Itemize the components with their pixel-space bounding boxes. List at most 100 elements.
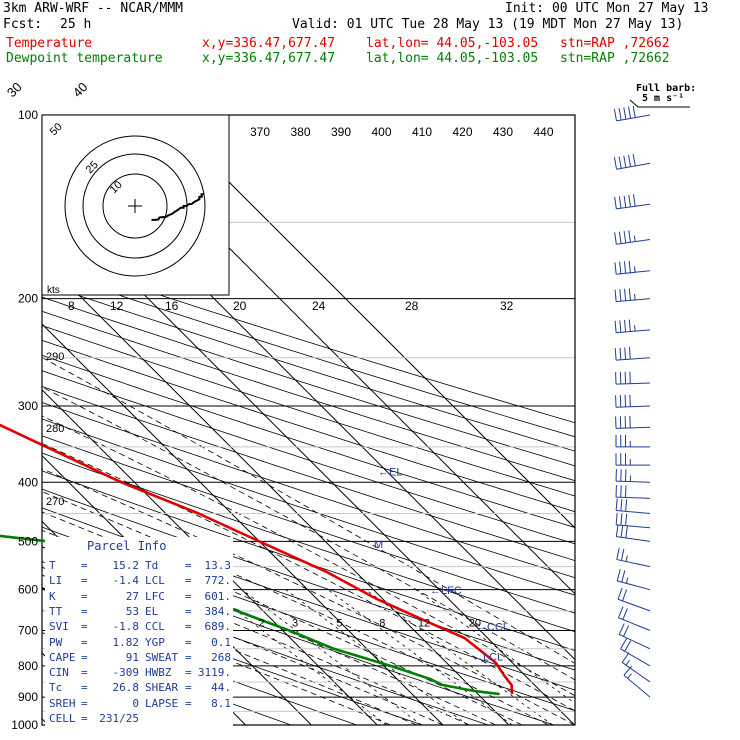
wind-barb [618,606,651,631]
parcel-info-title: Parcel Info [87,539,167,553]
isotherm-line [161,115,575,529]
wind-barb-feather [618,231,622,244]
wind-barb [615,434,650,448]
dry-adiabat-line [42,256,575,424]
legend-temperature-latlon: lat,lon= 44.05,-103.05 [366,36,539,51]
parcel-eq: = [81,696,88,710]
parcel-eq: = [185,681,192,695]
legend-temperature-xy: x,y=336.47,677.47 [202,36,336,51]
pressure-tick-label: 900 [18,690,38,704]
moist-adiabat-line [42,443,575,712]
dry-adiabat-line [42,282,575,452]
parcel-eq: = [81,712,88,725]
moist-adiabat-line [42,468,575,725]
isotherm-line [42,389,378,725]
pressure-tick-label: 700 [18,624,38,638]
parcel-eq: = [185,666,192,680]
wind-barb-feather [617,587,623,600]
pressure-tick-label: 200 [18,292,38,306]
wind-barb-staff [616,405,651,408]
wind-barb [615,485,651,499]
wind-barb-staff [617,580,651,591]
parcel-label: CIN [49,666,69,680]
wind-barb-feather [618,196,622,209]
parcel-label: SHEAR [145,681,179,695]
wind-barb [613,105,651,122]
parcel-label: SVI [49,620,69,634]
wind-barb-feather [624,319,627,333]
theta-w-label: 8 [68,299,75,313]
wind-barb-feather [624,347,627,360]
moist-adiabat-line [42,415,575,697]
wind-barb-staff [616,298,651,303]
parcel-eq: = [81,559,88,572]
wind-barb-feather [619,320,622,333]
wind-barb-feather [623,230,627,243]
wind-barb-feather [614,320,617,333]
pressure-tick-label: 800 [18,659,38,673]
wind-barb-staff [616,496,651,499]
mixing-ratio-label: 2 [259,618,265,630]
legend-dewpoint-latlon: lat,lon= 44.05,-103.05 [366,51,539,66]
level-marker-lfc: ←LFC [430,585,462,597]
theta-label: 400 [372,125,392,139]
isotherm-label: 40 [70,79,91,100]
theta-w-label: 24 [312,299,326,313]
parcel-eq: = [81,666,88,680]
wind-barb-feather [618,108,622,121]
parcel-label: CCL [145,620,165,634]
theta-label: 390 [331,125,351,139]
wind-barb-feather [624,640,632,652]
theta-label: 410 [412,125,432,139]
moist-adiabat-line [42,356,575,664]
parcel-value: 689. [204,620,232,634]
dry-adiabat-line [42,310,575,482]
wind-barb-staff [620,648,651,667]
wind-barb-feather [615,498,618,511]
wind-barb-feather [628,194,631,207]
hodograph-ring [102,173,168,239]
dry-adiabat-line [42,470,575,651]
wind-barb [623,665,651,698]
level-marker-ccl: ←CCL [476,621,509,633]
level-marker-m: M [374,539,383,551]
parcel-eq: = [185,604,192,618]
wind-barb-half-feather [634,293,636,300]
wind-barb [614,347,651,361]
wind-barb [615,524,651,542]
wind-barb-half-feather [633,266,636,273]
theta-left-label: 270 [46,496,64,508]
theta-label: 380 [291,125,311,139]
parcel-eq: = [185,635,192,649]
parcel-label: SREH [49,696,76,710]
theta-w-label: 12 [110,299,124,313]
dry-adiabat-line [42,296,575,467]
barb-key-value: 5 m s⁻¹ [642,93,685,104]
dry-adiabat-line [42,452,575,633]
dry-adiabat-line [42,325,575,497]
parcel-label: Tc [49,681,63,695]
theta-w-label: 16 [165,299,179,313]
wind-barb-feather [628,230,631,243]
parcel-value: 26.8 [112,681,140,695]
dry-adiabat-line [42,609,358,725]
pressure-tick-label: 1000 [11,718,38,732]
parcel-value: 8.1 [211,696,231,710]
dry-adiabat-line [42,507,575,691]
wind-barb-feather [623,195,627,208]
parcel-value: 44. [211,681,231,695]
wind-barb-feather [623,155,627,168]
wind-barb-feather [615,512,618,525]
wind-barb-feather [625,526,628,539]
parcel-value: 13.3 [204,559,232,572]
level-marker-el: ←EL [378,466,402,478]
parcel-label: PW [49,635,63,649]
mixing-ratio-line [209,589,387,725]
pressure-tick-label: 300 [18,399,38,413]
dry-adiabat-line [42,435,575,614]
series-line-dewpoint-temperature [0,534,500,696]
theta-label: 440 [534,125,554,139]
parcel-label: SWEAT [145,650,179,664]
wind-barb-feather [613,108,618,121]
wind-barb-feather [628,347,631,360]
